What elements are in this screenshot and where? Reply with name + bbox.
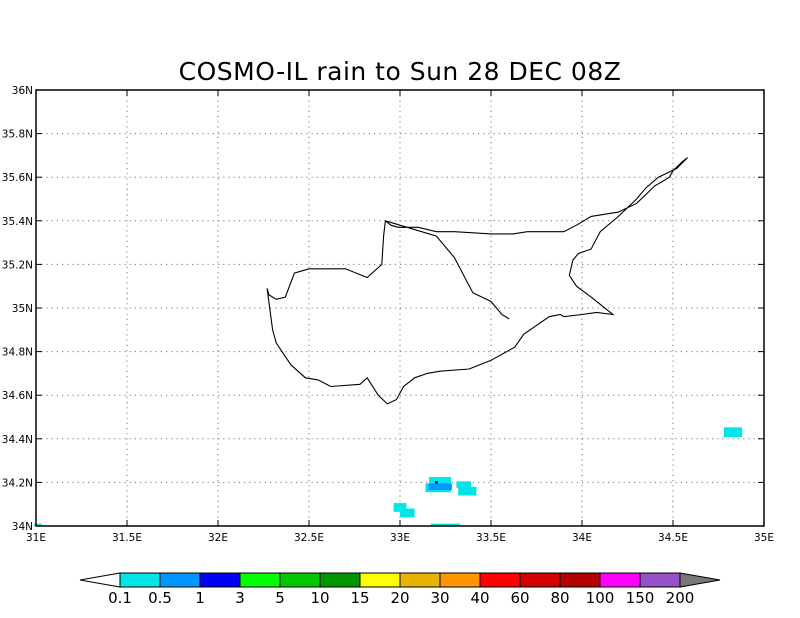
x-tick-label: 33E bbox=[390, 532, 410, 544]
colorbar-segment bbox=[319, 572, 361, 588]
colorbar-min-triangle bbox=[79, 572, 121, 588]
y-tick-label: 35N bbox=[12, 303, 33, 315]
x-tick-label: 31.5E bbox=[112, 532, 142, 544]
rain-cell bbox=[428, 483, 452, 491]
rain-cells bbox=[34, 427, 743, 527]
colorbar-label: 100 bbox=[586, 589, 615, 607]
rain-cell bbox=[456, 481, 471, 488]
rain-cell bbox=[34, 523, 42, 527]
grid-lines bbox=[36, 90, 764, 526]
colorbar-label: 3 bbox=[235, 589, 245, 607]
colorbar-segment bbox=[559, 572, 601, 588]
y-tick-label: 34.8N bbox=[2, 347, 33, 359]
colorbar-label: 10 bbox=[310, 589, 329, 607]
x-tick-label: 35E bbox=[754, 532, 774, 544]
colorbar-segment bbox=[519, 572, 561, 588]
rain-cell bbox=[430, 523, 461, 527]
colorbar-label: 150 bbox=[626, 589, 655, 607]
colorbar-label: 30 bbox=[430, 589, 449, 607]
colorbar-segment bbox=[639, 572, 681, 588]
rain-cell bbox=[435, 480, 438, 484]
x-tick-label: 34.5E bbox=[658, 532, 688, 544]
x-tick-label: 31E bbox=[26, 532, 46, 544]
colorbar-segment bbox=[599, 572, 641, 588]
colorbar-segment bbox=[439, 572, 481, 588]
y-tick-label: 34.6N bbox=[2, 390, 33, 402]
colorbar-label: 200 bbox=[666, 589, 695, 607]
colorbar-segment bbox=[239, 572, 281, 588]
colorbar-label: 80 bbox=[550, 589, 569, 607]
colorbar-label: 15 bbox=[350, 589, 369, 607]
colorbar: 0.1 0.5 1 3 5 10 15 20 30 40 60 80 100 150 200 bbox=[79, 572, 721, 607]
x-tick-label: 33.5E bbox=[476, 532, 506, 544]
colorbar-label: 0.5 bbox=[148, 589, 172, 607]
x-tick-label: 32.5E bbox=[294, 532, 324, 544]
colorbar-label: 60 bbox=[510, 589, 529, 607]
colorbar-label: 1 bbox=[195, 589, 205, 607]
y-tick-label: 35.6N bbox=[2, 172, 33, 184]
rain-cell bbox=[723, 427, 743, 438]
rain-cell bbox=[458, 486, 477, 496]
colorbar-segment bbox=[119, 572, 161, 588]
colorbar-segment bbox=[479, 572, 521, 588]
colorbar-segment bbox=[159, 572, 201, 588]
axis-ticks: 31E 31.5E 32E 32.5E 33E 33.5E 34E 34.5E 35E 34N 34… bbox=[2, 85, 774, 544]
y-tick-label: 35.4N bbox=[2, 216, 33, 228]
colorbar-segment bbox=[279, 572, 321, 588]
y-tick-label: 34.2N bbox=[2, 477, 33, 489]
colorbar-label: 40 bbox=[470, 589, 489, 607]
y-tick-label: 34N bbox=[12, 521, 33, 533]
rain-cell bbox=[393, 503, 407, 512]
chart-title: COSMO-IL rain to Sun 28 DEC 08Z bbox=[179, 57, 622, 86]
colorbar-label: 5 bbox=[275, 589, 285, 607]
colorbar-segment bbox=[199, 572, 241, 588]
y-tick-label: 36N bbox=[12, 85, 33, 97]
colorbar-segment bbox=[359, 572, 401, 588]
x-tick-label: 32E bbox=[208, 532, 228, 544]
y-tick-label: 35.8N bbox=[2, 129, 33, 141]
cyprus-coastline bbox=[266, 157, 688, 405]
colorbar-segment bbox=[399, 572, 441, 588]
colorbar-max-triangle bbox=[679, 572, 721, 588]
rain-cell bbox=[400, 508, 415, 518]
y-tick-label: 35.2N bbox=[2, 259, 33, 271]
x-tick-label: 34E bbox=[572, 532, 592, 544]
rain-cell bbox=[429, 476, 451, 486]
colorbar-label: 0.1 bbox=[108, 589, 132, 607]
y-tick-label: 34.4N bbox=[2, 434, 33, 446]
colorbar-label: 20 bbox=[390, 589, 409, 607]
